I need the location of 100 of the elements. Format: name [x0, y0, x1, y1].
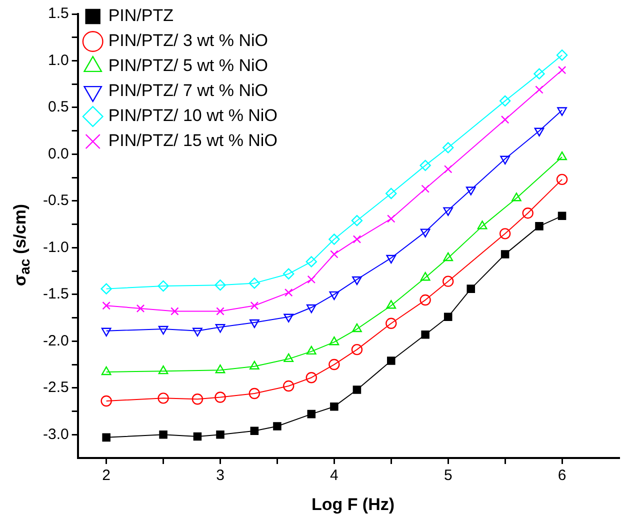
y-tick-label: -3.0: [42, 426, 69, 443]
point: [351, 344, 363, 356]
point: [351, 214, 363, 226]
legend-label: PIN/PTZ/ 7 wt % NiO: [108, 81, 268, 100]
point: [102, 302, 110, 310]
point: [500, 115, 510, 124]
legend-label: PIN/PTZ/ 15 wt % NiO: [108, 131, 278, 150]
x-tick-label: 3: [216, 467, 224, 484]
point: [386, 300, 396, 309]
point: [499, 95, 511, 107]
point: [158, 365, 168, 374]
point: [273, 422, 282, 430]
point: [556, 174, 568, 186]
point: [420, 160, 431, 172]
y-tick-label: 0.0: [48, 145, 69, 162]
y-tick-label: 0.5: [48, 98, 69, 116]
point: [158, 326, 168, 335]
y-tick-label: 1.5: [48, 5, 69, 22]
point: [477, 220, 488, 230]
point: [444, 312, 452, 321]
point: [248, 388, 260, 400]
point: [522, 208, 534, 219]
point: [250, 302, 259, 310]
point: [534, 68, 545, 80]
point: [284, 288, 293, 297]
point: [330, 402, 338, 411]
point: [444, 165, 452, 174]
point: [352, 276, 362, 286]
point: [386, 188, 397, 200]
point: [557, 151, 567, 160]
point: [250, 319, 260, 328]
x-tick-label: 2: [102, 467, 110, 484]
y-tick-label: -2.0: [42, 332, 69, 350]
point: [329, 291, 340, 300]
point: [534, 128, 544, 136]
point: [499, 228, 511, 240]
point: [558, 66, 566, 74]
legend-label: PIN/PTZ/ 3 wt % NiO: [108, 31, 268, 50]
point: [421, 330, 430, 339]
point: [100, 395, 112, 407]
point: [158, 392, 169, 404]
point: [352, 235, 362, 244]
point: [193, 432, 202, 441]
point: [421, 184, 430, 193]
point: [500, 250, 510, 258]
point: [101, 328, 112, 336]
point: [352, 386, 362, 394]
point: [500, 156, 510, 164]
point: [535, 86, 544, 94]
point: [250, 426, 259, 436]
point: [386, 254, 396, 264]
point: [306, 304, 316, 314]
point: [158, 280, 169, 292]
point: [283, 380, 294, 392]
y-tick-label: -0.5: [42, 192, 69, 210]
point: [442, 142, 454, 154]
point: [192, 394, 204, 405]
point: [283, 268, 294, 280]
point: [352, 323, 362, 332]
point: [248, 278, 260, 289]
point: [306, 346, 316, 355]
point: [328, 234, 340, 245]
point: [443, 252, 454, 262]
point: [329, 336, 340, 346]
x-tick-label: 5: [444, 467, 452, 484]
point: [443, 207, 454, 216]
y-tick-label: -2.5: [42, 379, 69, 396]
point: [557, 107, 567, 116]
point: [556, 50, 568, 61]
point: [214, 392, 226, 403]
point: [387, 214, 396, 223]
point: [136, 304, 145, 313]
point: [306, 256, 317, 268]
point: [387, 356, 396, 365]
point: [284, 314, 294, 322]
point: [192, 328, 202, 336]
point: [215, 364, 226, 374]
point: [306, 372, 317, 384]
y-tick-label: 1.0: [48, 52, 69, 69]
x-axis-title: Log F (Hz): [311, 495, 395, 515]
x-tick-label: 4: [330, 467, 338, 484]
point: [512, 192, 522, 202]
point: [386, 318, 397, 329]
point: [100, 283, 112, 294]
point: [420, 294, 431, 306]
point: [284, 353, 294, 362]
x-tick-label: 6: [558, 467, 566, 484]
point: [442, 276, 454, 287]
y-tick-label: -1.5: [42, 286, 69, 303]
point: [420, 228, 430, 238]
point: [307, 275, 316, 284]
legend-label: PIN/PTZ: [108, 6, 174, 26]
point: [307, 410, 316, 418]
point: [102, 433, 110, 442]
point: [466, 284, 476, 293]
point: [328, 358, 340, 370]
y-tick-label: -1.0: [42, 238, 69, 256]
point: [159, 430, 168, 439]
point: [216, 430, 224, 439]
point: [330, 250, 338, 258]
